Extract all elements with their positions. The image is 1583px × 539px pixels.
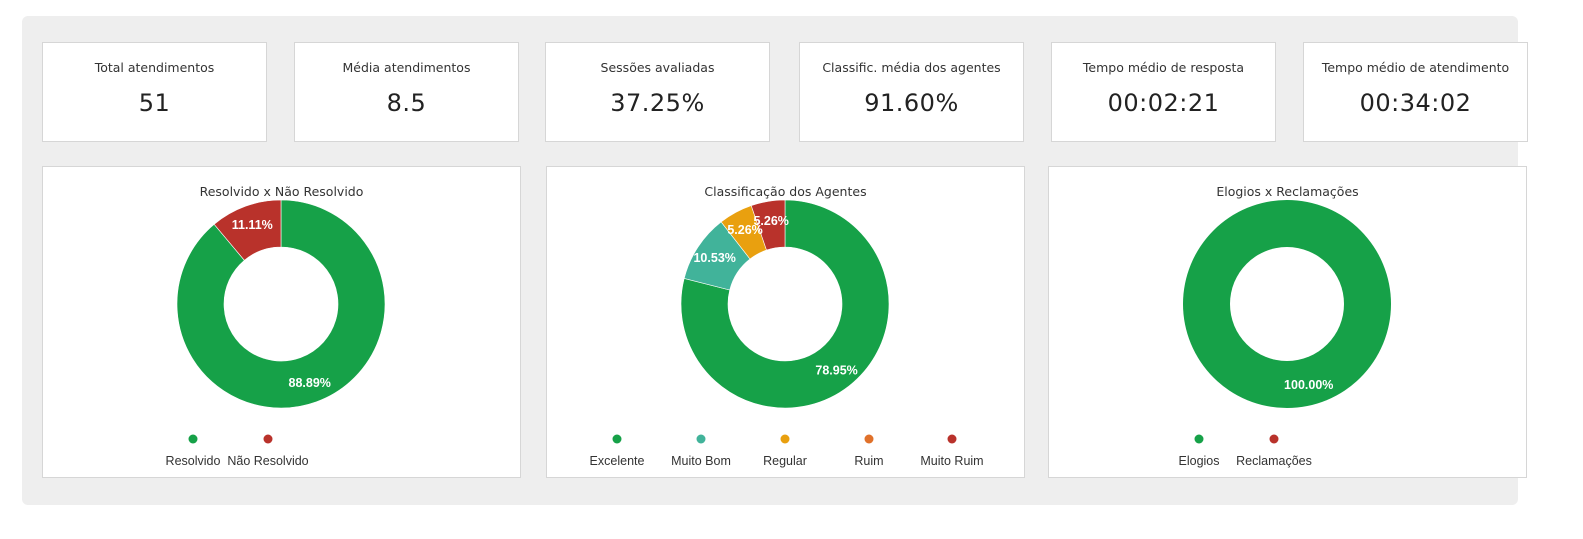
chart-title: Elogios x Reclamações <box>1216 184 1359 199</box>
kpi-value: 00:34:02 <box>1359 89 1472 117</box>
chart-card-classificacao: Classificação dos Agentes 78.95% 10.53% 5.… <box>546 166 1025 478</box>
kpi-label: Classific. média dos agentes <box>822 60 1001 75</box>
slice-muito-ruim[interactable] <box>750 199 786 251</box>
kpi-classific-media-agentes: Classific. média dos agentes 91.60% <box>799 42 1024 142</box>
legend-label: Resolvido <box>166 454 221 468</box>
legend-dot <box>780 434 790 444</box>
kpi-label: Tempo médio de atendimento <box>1321 60 1510 75</box>
kpi-media-atendimentos: Média atendimentos 8.5 <box>294 42 519 142</box>
slice-label-resolvido: 88.89% <box>289 376 331 390</box>
legend-label: Excelente <box>590 454 645 468</box>
legend-label: Não Resolvido <box>227 454 308 468</box>
kpi-label: Tempo médio de resposta <box>1082 60 1245 75</box>
kpi-label: Sessões avaliadas <box>600 60 715 75</box>
legend-item-excelente[interactable]: Excelente <box>590 434 645 469</box>
dashboard-panel: Total atendimentos 51 Média atendimentos… <box>22 16 1528 505</box>
legend-item-regular[interactable]: Regular <box>763 434 807 469</box>
legend-label: Ruim <box>854 454 883 468</box>
kpi-label: Total atendimentos <box>94 60 215 75</box>
legend-dot <box>864 434 874 444</box>
donut-chart-elogios: 100.00% Elogios Reclamações <box>1179 200 1391 469</box>
kpi-tempo-medio-atendimento: Tempo médio de atendimento 00:34:02 <box>1303 42 1528 142</box>
legend-label: Muito Bom <box>671 454 731 468</box>
legend-item-muito-ruim[interactable]: Muito Ruim <box>920 434 984 469</box>
slice-label-nao-resolvido: 11.11% <box>232 218 273 232</box>
kpi-value: 51 <box>138 89 171 117</box>
chart-card-elogios: Elogios x Reclamações 100.00% Elogios Recl… <box>1048 166 1527 478</box>
legend-item-ruim[interactable]: Ruim <box>854 434 884 469</box>
kpi-value: 91.60% <box>864 89 959 117</box>
slice-label-regular: 5.26% <box>727 223 762 237</box>
kpi-tempo-medio-resposta: Tempo médio de resposta 00:02:21 <box>1051 42 1276 142</box>
legend-dot <box>612 434 622 444</box>
donut-chart-classificacao: 78.95% 10.53% 5.26%5.26% Excelente Muito Bom… <box>590 199 984 469</box>
legend-item-reclamacoes[interactable]: Reclamações <box>1236 434 1312 469</box>
chart-card-resolvido: Resolvido x Não Resolvido 88.89% 11.11% Re… <box>42 166 521 478</box>
chart-title: Resolvido x Não Resolvido <box>199 184 364 199</box>
kpi-value: 37.25% <box>610 89 705 117</box>
legend-dot <box>1194 434 1204 444</box>
kpi-total-atendimentos: Total atendimentos 51 <box>42 42 267 142</box>
chart-title: Classificação dos Agentes <box>704 184 867 199</box>
legend-dot <box>696 434 706 444</box>
slice-label-muito-ruim: 5.26% <box>753 214 788 228</box>
slice-nao-resolvido[interactable] <box>213 199 282 261</box>
legend-dot <box>1269 434 1279 444</box>
legend-item-elogios[interactable]: Elogios <box>1179 434 1220 469</box>
kpi-value: 8.5 <box>386 89 427 117</box>
kpi-value: 00:02:21 <box>1107 89 1220 117</box>
kpi-label: Média atendimentos <box>342 60 471 75</box>
legend-label: Regular <box>763 454 807 468</box>
legend-item-muito-bom[interactable]: Muito Bom <box>671 434 731 469</box>
legend-label: Muito Ruim <box>920 454 983 468</box>
legend-item-nao-resolvido[interactable]: Não Resolvido <box>227 434 309 469</box>
slice-label-elogios: 100.00% <box>1284 378 1333 392</box>
legend-item-resolvido[interactable]: Resolvido <box>166 434 221 469</box>
legend-dot <box>188 434 198 444</box>
legend-label: Elogios <box>1179 454 1220 468</box>
legend-dot <box>263 434 273 444</box>
slice-label-muito-bom: 10.53% <box>693 251 735 265</box>
donut-hole <box>1230 247 1344 361</box>
slice-excelente[interactable] <box>680 199 890 409</box>
donut-chart-resolvido: 88.89% 11.11% Resolvido Não Resolvido <box>166 199 386 469</box>
slice-resolvido[interactable] <box>176 199 386 409</box>
kpi-sessoes-avaliadas: Sessões avaliadas 37.25% <box>545 42 770 142</box>
slice-label-excelente: 78.95% <box>815 363 857 377</box>
legend-label: Reclamações <box>1236 454 1312 468</box>
legend-dot <box>947 434 957 444</box>
